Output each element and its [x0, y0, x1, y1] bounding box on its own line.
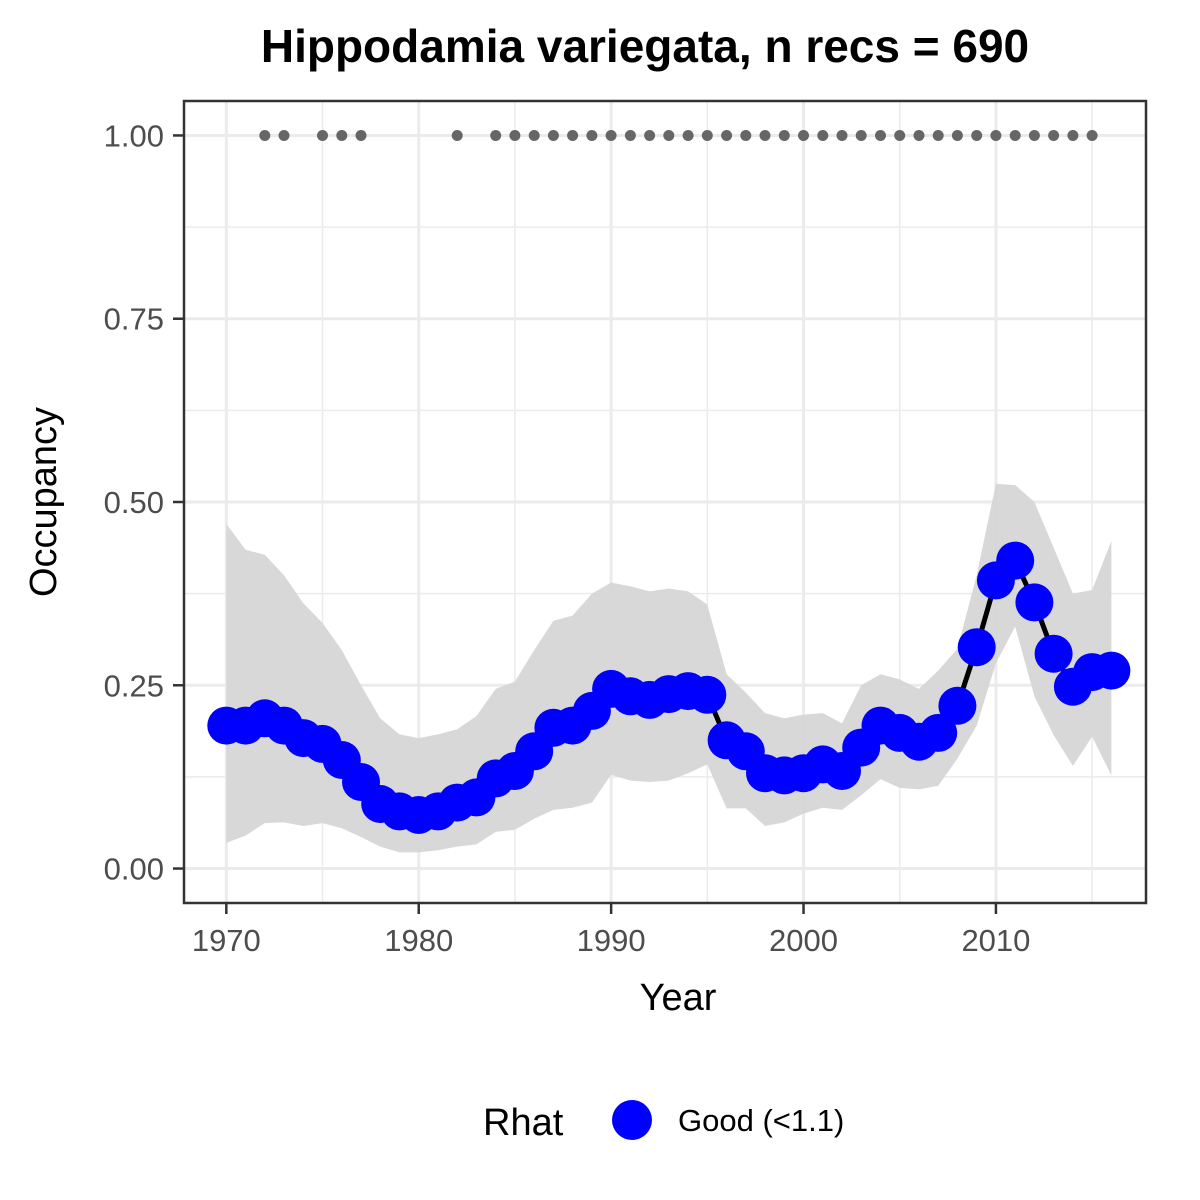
record-point-1996: [721, 130, 733, 141]
record-point-2001: [817, 130, 829, 141]
record-point-2008: [951, 130, 963, 141]
confidence-band: [226, 483, 1112, 853]
y-axis-ticks: 0.00 0.25 0.50 0.75 1.00: [104, 118, 184, 887]
record-point-1992: [644, 130, 656, 141]
record-point-1986: [528, 130, 540, 141]
occupancy-point-2016: [1092, 651, 1131, 690]
occupancy-points: [207, 541, 1131, 834]
legend: Rhat Good (<1.1): [483, 1100, 844, 1144]
x-tick-label-0: 1970: [192, 923, 261, 958]
legend-title: Rhat: [483, 1102, 564, 1144]
record-point-1990: [605, 130, 617, 141]
occupancy-point-2011: [996, 541, 1035, 580]
y-tick-label-1: 0.25: [104, 668, 164, 703]
record-point-2007: [932, 130, 944, 141]
record-point-1993: [663, 130, 675, 141]
record-point-2009: [971, 130, 983, 141]
record-point-2013: [1048, 130, 1060, 141]
record-point-2011: [1009, 130, 1021, 141]
record-point-1989: [586, 130, 598, 141]
legend-key-good: [612, 1100, 652, 1140]
occupancy-point-2013: [1034, 634, 1073, 673]
record-point-2000: [798, 130, 809, 141]
record-point-2014: [1067, 130, 1079, 141]
record-point-2015: [1086, 130, 1098, 141]
occupancy-point-2007: [919, 713, 958, 752]
record-point-2012: [1028, 130, 1040, 141]
record-year-points: [259, 130, 1098, 141]
record-point-1995: [701, 130, 713, 141]
x-tick-label-3: 2000: [769, 923, 838, 958]
record-point-1975: [317, 130, 328, 141]
occupancy-point-2012: [1015, 583, 1054, 622]
y-tick-label-0: 0.00: [104, 852, 164, 887]
record-point-1973: [278, 130, 290, 141]
chart-title: Hippodamia variegata, n recs = 690: [261, 20, 1029, 72]
y-axis-title: Occupancy: [23, 407, 65, 597]
record-point-1987: [547, 130, 559, 141]
record-point-1994: [682, 130, 694, 141]
record-point-2002: [836, 130, 848, 141]
x-axis-title: Year: [640, 977, 717, 1019]
record-point-1977: [355, 130, 367, 141]
record-point-1985: [509, 130, 521, 141]
record-point-1991: [624, 130, 636, 141]
occupancy-point-2009: [957, 628, 996, 667]
record-point-1982: [451, 130, 463, 141]
y-tick-label-4: 1.00: [104, 118, 164, 153]
record-point-2010: [990, 130, 1002, 141]
record-point-1999: [778, 130, 790, 141]
record-point-2003: [855, 130, 867, 141]
x-tick-label-2: 1990: [577, 923, 646, 958]
record-point-1976: [336, 130, 348, 141]
x-axis-ticks: 1970 1980 1990 2000 2010: [192, 903, 1030, 958]
occupancy-point-2008: [938, 686, 977, 725]
record-point-1984: [490, 130, 502, 141]
y-tick-label-2: 0.50: [104, 485, 164, 520]
x-tick-label-4: 2010: [961, 923, 1030, 958]
record-point-1998: [759, 130, 771, 141]
record-point-2006: [913, 130, 925, 141]
x-tick-label-1: 1980: [384, 923, 453, 958]
legend-label-good: Good (<1.1): [678, 1103, 844, 1138]
ci-band-area: [226, 483, 1112, 853]
record-point-1972: [259, 130, 271, 141]
y-tick-label-3: 0.75: [104, 302, 164, 337]
record-point-2005: [894, 130, 906, 141]
occupancy-point-1995: [688, 675, 727, 714]
record-point-1997: [740, 130, 752, 141]
record-point-2004: [875, 130, 886, 141]
record-point-1988: [567, 130, 579, 141]
